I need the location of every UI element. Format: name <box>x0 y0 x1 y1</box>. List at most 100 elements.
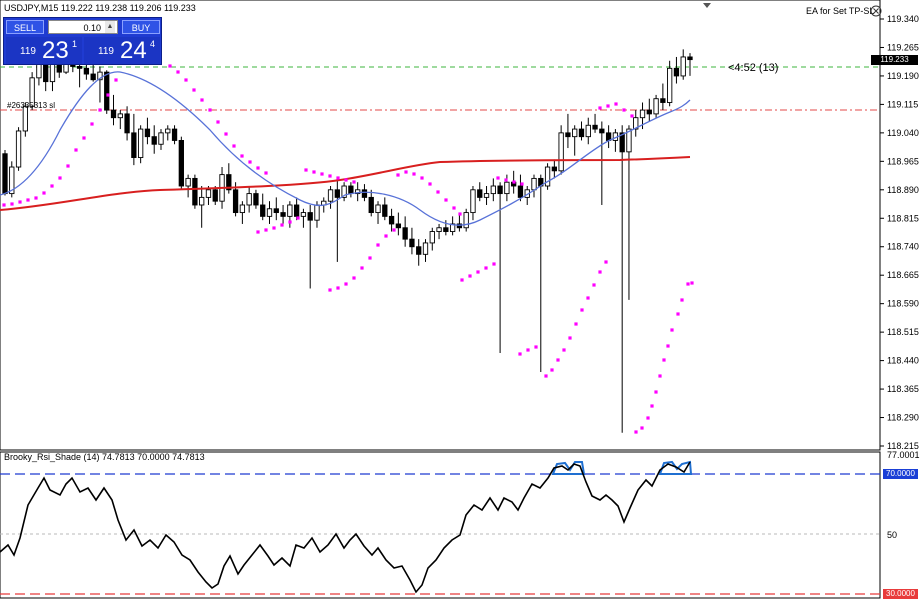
psar-dot <box>18 200 22 204</box>
lot-size-input[interactable]: 0.10 <box>48 20 118 34</box>
psar-dot <box>82 136 86 140</box>
psar-dot <box>562 348 566 352</box>
sell-button[interactable]: SELL <box>6 20 44 34</box>
psar-dot <box>550 368 554 372</box>
bear-candle <box>517 185 524 198</box>
bull-candle <box>29 77 35 107</box>
psar-dot <box>184 78 188 82</box>
bull-candle <box>246 193 252 206</box>
buy-price-button[interactable]: 119 24 4 <box>84 37 160 64</box>
bear-candle <box>402 227 408 240</box>
bear-candle <box>687 56 693 61</box>
psar-dot <box>256 230 260 234</box>
bull-candle <box>355 189 361 195</box>
psar-dot <box>436 190 440 194</box>
psar-dot <box>360 266 364 270</box>
rsi-tick-label: 50 <box>887 530 897 540</box>
psar-dot <box>248 160 252 164</box>
price-tick-label: 119.265 <box>887 42 919 52</box>
psar-dot <box>396 173 400 177</box>
bull-candle <box>205 189 212 198</box>
current-price-tag: 119.233 <box>871 55 918 65</box>
psar-dot <box>240 154 244 158</box>
psar-dot <box>412 172 416 176</box>
psar-dot <box>320 172 324 176</box>
bear-candle <box>293 204 300 217</box>
psar-dot <box>622 108 626 112</box>
sell-price-point: 1 <box>72 39 78 49</box>
psar-dot <box>336 176 340 180</box>
bull-candle <box>341 185 347 198</box>
ma-slow-line <box>0 156 691 211</box>
psar-dot <box>98 108 102 112</box>
psar-dot <box>460 278 464 282</box>
bull-candle <box>653 98 659 115</box>
bar-countdown: <4:52 (13) <box>728 62 779 74</box>
bull-candle <box>470 189 476 214</box>
psar-dot <box>344 178 348 182</box>
chart-shift-icon[interactable] <box>703 3 711 8</box>
bull-candle <box>185 177 191 187</box>
sell-price-prefix: 119 <box>20 46 36 57</box>
sell-price-button[interactable]: 119 23 1 <box>6 37 82 64</box>
psar-dot <box>114 78 118 82</box>
bull-candle <box>531 177 537 191</box>
bull-candle <box>49 62 56 83</box>
price-tick-label: 118.665 <box>887 270 919 280</box>
bull-candle <box>165 128 171 134</box>
psar-dot <box>646 416 650 420</box>
bear-candle <box>104 71 110 111</box>
price-tick-label: 118.215 <box>887 441 919 451</box>
indicator-title: Brooky_Rsi_Shade (14) 74.7813 70.0000 74… <box>4 452 205 462</box>
bear-candle <box>368 196 374 214</box>
rsi-line <box>0 461 691 594</box>
psar-dot <box>352 180 356 184</box>
bear-candle <box>646 109 652 115</box>
bull-candle <box>483 193 490 198</box>
bear-candle <box>151 136 157 145</box>
price-tick-label: 118.890 <box>887 185 919 195</box>
close-circle-icon[interactable] <box>870 5 882 17</box>
psar-dot <box>484 266 488 270</box>
bull-candle <box>15 130 22 168</box>
psar-dot <box>280 223 284 227</box>
bull-candle <box>490 185 496 195</box>
price-tick-label: 118.365 <box>887 384 919 394</box>
bear-candle <box>76 65 83 69</box>
psar-dot <box>26 198 30 202</box>
bear-candle <box>280 212 286 217</box>
psar-dot <box>208 108 212 112</box>
psar-dot <box>392 228 396 232</box>
psar-dot <box>256 166 260 170</box>
bear-candle <box>334 189 340 198</box>
price-tick-label: 118.815 <box>887 213 919 223</box>
psar-dot <box>34 196 38 200</box>
bull-candle <box>137 128 144 158</box>
buy-price-point: 4 <box>150 39 156 49</box>
bull-candle <box>626 128 632 153</box>
bear-candle <box>409 238 415 248</box>
psar-dot <box>634 430 638 434</box>
buy-price-big: 24 <box>120 37 147 64</box>
psar-dot <box>42 191 46 195</box>
bull-candle <box>199 196 205 206</box>
bull-candle <box>572 128 578 138</box>
bear-candle <box>497 185 503 195</box>
psar-dot <box>232 144 236 148</box>
one-click-trading-panel: SELL ▼ 0.10 ▲ BUY 119 23 1 119 24 4 <box>3 17 162 65</box>
price-tick-label: 118.590 <box>887 299 919 309</box>
psar-dot <box>404 170 408 174</box>
rsi-shade-area <box>658 460 693 475</box>
bull-candle <box>449 223 456 233</box>
buy-button[interactable]: BUY <box>122 20 160 34</box>
lot-increase-button[interactable]: ▲ <box>105 21 115 33</box>
psar-dot <box>176 70 180 74</box>
bull-candle <box>639 109 646 119</box>
psar-dot <box>264 171 268 175</box>
psar-dot <box>468 274 472 278</box>
bear-candle <box>382 204 388 217</box>
price-tick-label: 119.115 <box>887 99 918 109</box>
bear-candle <box>171 128 178 141</box>
bear-candle <box>673 67 680 77</box>
